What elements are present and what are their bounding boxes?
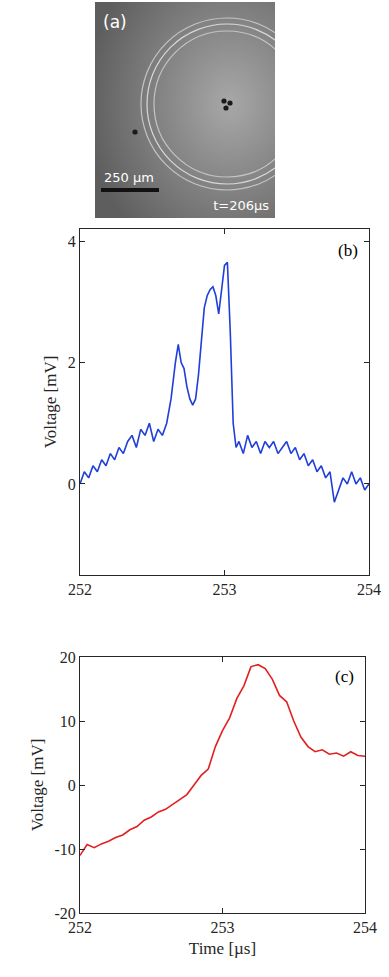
svg-text:20: 20 (60, 649, 76, 666)
svg-text:0: 0 (68, 476, 76, 493)
svg-text:Time [µs]: Time [µs] (189, 939, 256, 958)
svg-text:0: 0 (68, 777, 76, 794)
svg-text:253: 253 (211, 919, 235, 936)
svg-text:t=206µs: t=206µs (213, 198, 269, 213)
svg-text:250 µm: 250 µm (104, 170, 154, 185)
svg-text:253: 253 (213, 581, 237, 598)
svg-text:2: 2 (68, 354, 76, 371)
svg-text:Voltage [mV]: Voltage [mV] (41, 356, 60, 449)
svg-text:252: 252 (68, 581, 92, 598)
svg-text:4: 4 (68, 233, 76, 250)
svg-text:-20: -20 (54, 905, 75, 922)
svg-text:(b): (b) (338, 241, 358, 260)
svg-text:-10: -10 (54, 841, 75, 858)
svg-text:254: 254 (357, 581, 381, 598)
svg-text:254: 254 (353, 919, 377, 936)
svg-text:252: 252 (68, 919, 92, 936)
svg-text:(a): (a) (103, 12, 127, 32)
svg-text:Voltage [mV]: Voltage [mV] (28, 739, 47, 832)
svg-text:(c): (c) (335, 667, 354, 686)
svg-text:10: 10 (60, 713, 76, 730)
